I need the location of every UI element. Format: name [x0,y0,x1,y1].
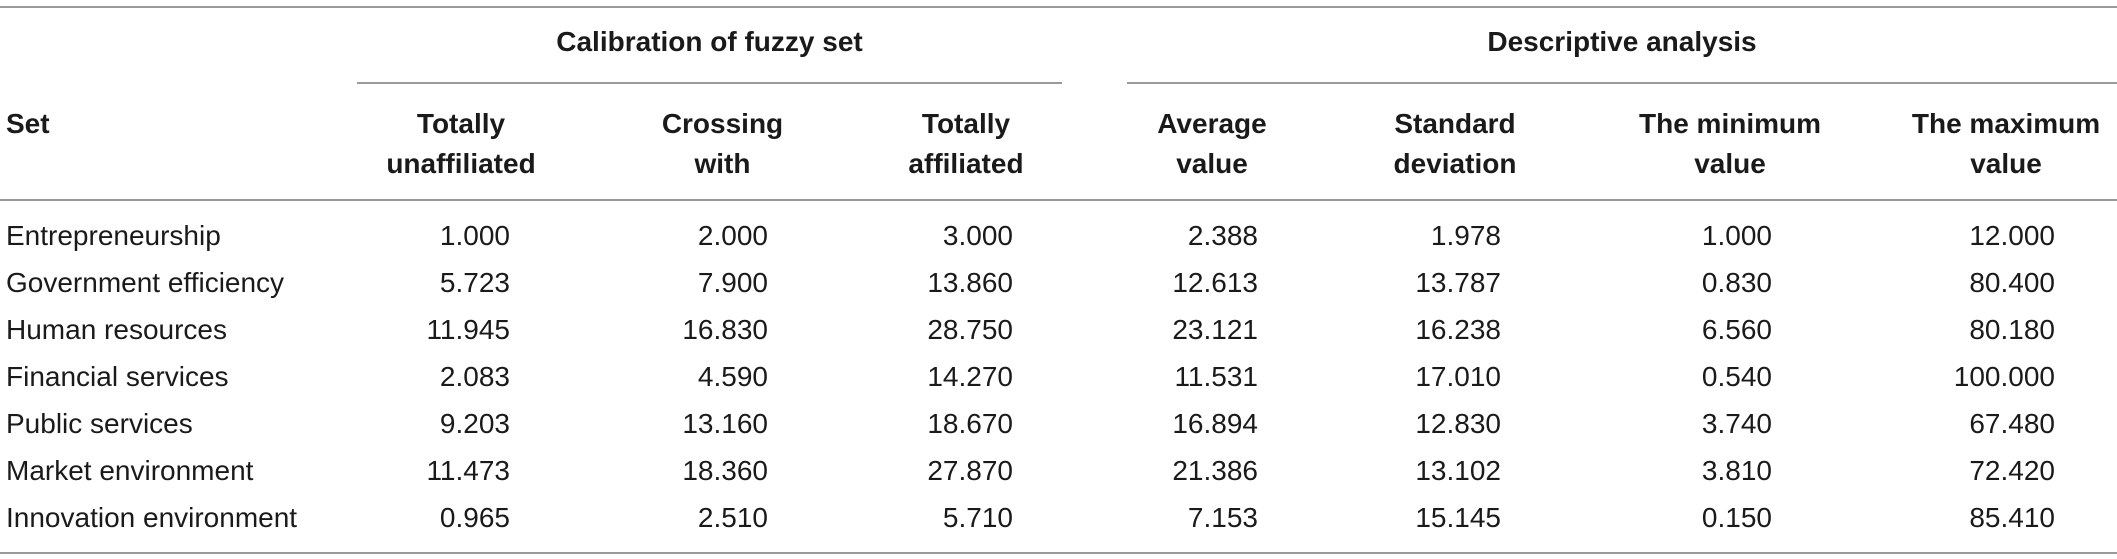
table-cell: 5.710 [942,501,1013,533]
row-set-name: Financial services [6,360,229,392]
row-set-name: Innovation environment [6,501,298,533]
table-cell: 9.203 [439,407,510,439]
column-header-line: deviation [1393,148,1517,179]
table-cell: 14.270 [927,360,1013,392]
table-body: Entrepreneurship 1.000 2.000 3.000 2.388 1.97… [0,212,2055,541]
column-header-line: Average [1157,108,1267,139]
column-header-line: Totally [921,108,1011,139]
column-header-line: The maximum [1911,108,2101,139]
table-row: Financial services 2.083 4.590 14.270 11.531… [0,353,2055,400]
table-cell: 13.787 [1415,266,1501,298]
header-bottom-rule [0,199,2117,201]
table-cell: 13.102 [1415,454,1501,486]
column-header-standard-deviation: Standard deviation [1365,104,1545,184]
table-cell: 4.590 [697,360,768,392]
table-cell: 16.894 [1172,407,1258,439]
table-cell: 18.360 [682,454,768,486]
table-cell: 6.560 [1701,313,1772,345]
table-cell: 21.386 [1172,454,1258,486]
row-set-name: Human resources [6,313,227,345]
row-set-name: Entrepreneurship [6,219,221,251]
table-cell: 1.000 [439,219,510,251]
column-header-totally-affiliated: Totally affiliated [870,104,1062,184]
group-rule-descriptive [1127,82,2117,84]
table-bottom-rule [0,552,2117,554]
table-row: Innovation environment 0.965 2.510 5.710 7.1… [0,494,2055,541]
table-cell: 3.000 [942,219,1013,251]
table-cell: 1.000 [1701,219,1772,251]
table-row: Public services 9.203 13.160 18.670 16.894 12… [0,400,2055,447]
table-cell: 7.153 [1187,501,1258,533]
column-header-line: Totally [416,108,506,139]
table-cell: 85.410 [1969,501,2055,533]
group-header-calibration: Calibration of fuzzy set [556,26,863,57]
column-header-line: The minimum [1638,108,1821,139]
table-cell: 18.670 [927,407,1013,439]
group-rule-calibration [357,82,1062,84]
table-cell: 0.965 [439,501,510,533]
table-cell: 11.531 [1174,360,1258,392]
table-cell: 2.388 [1187,219,1258,251]
table-cell: 0.540 [1701,360,1772,392]
column-header-line: with [694,148,751,179]
table-cell: 1.978 [1430,219,1501,251]
column-header-maximum-value: The maximum value [1895,104,2117,184]
table-cell: 2.510 [697,501,768,533]
table-cell: 0.830 [1701,266,1772,298]
table-cell: 13.860 [927,266,1013,298]
table-cell: 100.000 [1953,360,2055,392]
table-cell: 72.420 [1969,454,2055,486]
column-header-line: affiliated [908,148,1024,179]
row-set-name: Public services [6,407,193,439]
column-header-average-value: Average value [1127,104,1297,184]
set-column-header: Set [6,108,50,139]
column-header-line: value [1694,148,1766,179]
column-header-totally-unaffiliated: Totally unaffiliated [357,104,565,184]
column-header-crossing-with: Crossing with [620,104,825,184]
row-set-name: Government efficiency [6,266,285,298]
table-cell: 16.830 [682,313,768,345]
table-cell: 0.150 [1701,501,1772,533]
table-cell: 67.480 [1969,407,2055,439]
table-row: Government efficiency 5.723 7.900 13.860 12.… [0,259,2055,306]
table-cell: 23.121 [1172,313,1258,345]
table-cell: 16.238 [1415,313,1501,345]
column-header-line: value [1970,148,2042,179]
table-row: Human resources 11.945 16.830 28.750 23.121 1… [0,306,2055,353]
table-row: Market environment 11.473 18.360 27.870 21.3… [0,447,2055,494]
column-header-line: value [1176,148,1248,179]
row-set-name: Market environment [6,454,254,486]
table-cell: 17.010 [1415,360,1501,392]
table-cell: 7.900 [697,266,768,298]
table-cell: 11.945 [426,313,510,345]
table-row: Entrepreneurship 1.000 2.000 3.000 2.388 1.97… [0,212,2055,259]
table-cell: 27.870 [927,454,1013,486]
table-cell: 2.083 [439,360,510,392]
table-top-rule [0,6,2117,8]
table-cell: 5.723 [439,266,510,298]
table-cell: 12.830 [1415,407,1501,439]
table-cell: 80.180 [1969,313,2055,345]
column-header-minimum-value: The minimum value [1610,104,1850,184]
table-cell: 28.750 [927,313,1013,345]
table-cell: 2.000 [697,219,768,251]
column-header-line: Crossing [661,108,784,139]
column-header-line: Standard [1394,108,1516,139]
table-cell: 12.000 [1969,219,2055,251]
table-cell: 3.740 [1701,407,1772,439]
column-header-line: unaffiliated [386,148,536,179]
table-cell: 3.810 [1701,454,1772,486]
table-cell: 80.400 [1969,266,2055,298]
table-cell: 15.145 [1415,501,1501,533]
table-cell: 13.160 [682,407,768,439]
table-cell: 12.613 [1172,266,1258,298]
group-header-descriptive: Descriptive analysis [1487,26,1757,57]
table-cell: 11.473 [426,454,510,486]
